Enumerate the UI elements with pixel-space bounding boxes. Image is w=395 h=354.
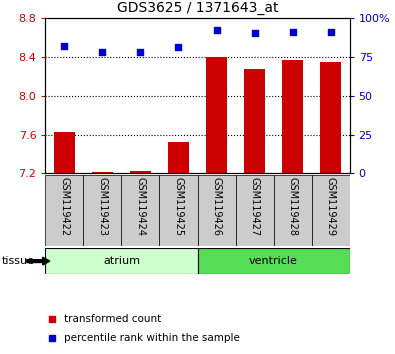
Point [61, 43, 68, 48]
Text: GSM119425: GSM119425 [173, 177, 184, 236]
Text: GSM119422: GSM119422 [59, 177, 70, 236]
Bar [168, 142, 189, 173]
Text: GSM119423: GSM119423 [98, 177, 107, 236]
Text: tissue: tissue [2, 256, 35, 266]
Bar [54, 132, 75, 173]
Point [137, 49, 144, 55]
Bar [160, 175, 198, 246]
Title: GDS3625 / 1371643_at: GDS3625 / 1371643_at [117, 1, 278, 15]
Point [213, 27, 220, 33]
Bar [312, 175, 350, 246]
Bar [206, 57, 227, 173]
Bar [130, 171, 151, 173]
Bar [235, 175, 274, 246]
Text: percentile rank within the sample: percentile rank within the sample [64, 333, 239, 343]
Text: GSM119426: GSM119426 [211, 177, 222, 236]
Text: GSM119429: GSM119429 [325, 177, 336, 236]
Text: GSM119427: GSM119427 [250, 177, 260, 236]
Text: GSM119428: GSM119428 [288, 177, 297, 236]
Bar [92, 172, 113, 173]
Bar [320, 62, 341, 173]
Point [251, 30, 258, 36]
Bar [45, 175, 83, 246]
Bar [83, 175, 122, 246]
Bar [122, 175, 160, 246]
Text: transformed count: transformed count [64, 314, 161, 324]
Point [175, 45, 182, 50]
Bar [45, 248, 198, 274]
Bar [282, 59, 303, 173]
Point [327, 29, 334, 35]
Point [99, 49, 105, 55]
Text: atrium: atrium [103, 256, 140, 266]
Text: ventricle: ventricle [249, 256, 298, 266]
Bar [198, 248, 350, 274]
Bar [244, 69, 265, 173]
Text: GSM119424: GSM119424 [135, 177, 145, 236]
Point [290, 29, 296, 35]
Bar [273, 175, 312, 246]
Bar [198, 175, 235, 246]
